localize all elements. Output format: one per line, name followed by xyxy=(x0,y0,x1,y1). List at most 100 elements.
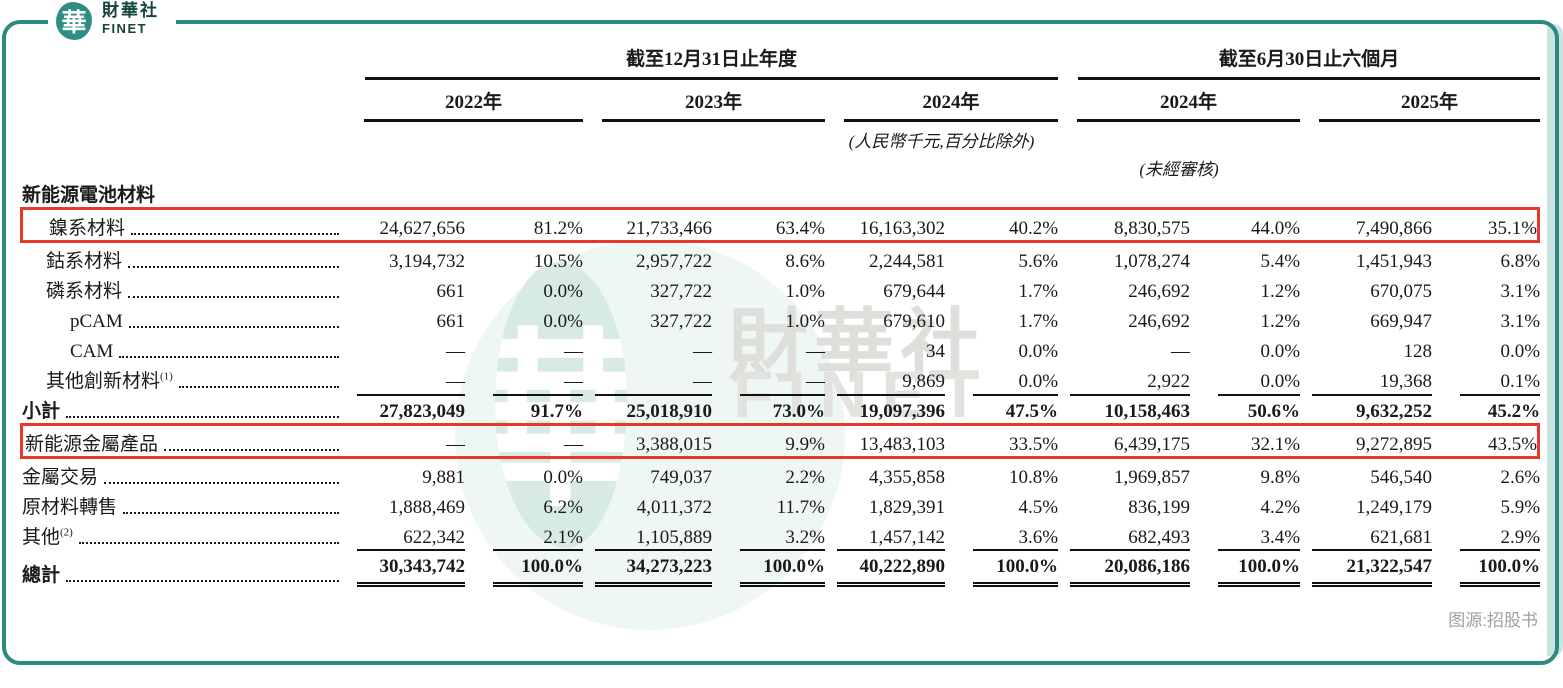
value-cell: 3,194,732 xyxy=(345,243,465,273)
value-cell xyxy=(583,180,712,207)
cell-value: 327,722 xyxy=(650,281,712,302)
value-cell: 34 xyxy=(825,333,945,363)
finet-logo-name-zh: 財華社 xyxy=(102,1,159,20)
row-label-text: 鈷系材料 xyxy=(46,251,123,272)
cell-value: 50.6% xyxy=(1218,394,1301,423)
cell-value: 1.7% xyxy=(1018,281,1059,302)
value-cell: — xyxy=(1058,333,1190,363)
cell-value: 9.9% xyxy=(785,434,825,455)
row-label-cell: 小計 xyxy=(20,393,345,423)
row-label-text: 金屬交易 xyxy=(22,467,99,488)
table-row: 其他創新材料(1) — — — — 9,869 0.0% 2,922 0.0% 19,368 0.1… xyxy=(20,363,1540,393)
cell-value: 9,272,895 xyxy=(1356,434,1433,455)
value-cell: 1,457,142 xyxy=(825,519,945,549)
value-cell: 3,388,015 xyxy=(583,423,712,459)
percent-cell: 100.0% xyxy=(712,549,825,587)
row-label-cell: 其他創新材料(1) xyxy=(20,363,345,393)
table-year-header-row: 2022年 2023年 2024年 2024年 2025年 xyxy=(20,80,1541,122)
percent-cell: 0.0% xyxy=(465,303,583,333)
leader-dots xyxy=(164,449,339,451)
cell-value: — xyxy=(446,371,465,392)
table-row: 總計 30,343,742 100.0% 34,273,223 100.0% 40,222… xyxy=(20,549,1541,587)
year-header-2: 2023年 xyxy=(583,80,825,122)
cell-value: 100.0% xyxy=(1460,549,1541,587)
cell-value: 45.2% xyxy=(1460,394,1541,423)
value-cell: 1,105,889 xyxy=(583,519,712,549)
finet-logo: 華 財華社 FINET xyxy=(56,2,159,40)
cell-value: 1.2% xyxy=(1260,311,1301,332)
table-row: 磷系材料 661 0.0% 327,722 1.0% 679,644 1.7% 246,692… xyxy=(20,273,1540,303)
cell-value: — xyxy=(693,341,712,362)
year-header-label: 2024年 xyxy=(1077,87,1301,122)
right-edge-accent-band xyxy=(1547,24,1563,656)
cell-value: 1,888,469 xyxy=(389,497,465,518)
table-row: 其他(2) 622,342 2.1% 1,105,889 3.2% 1,457,142 3.… xyxy=(20,519,1540,549)
cell-value: 679,610 xyxy=(883,311,945,332)
percent-cell: 4.5% xyxy=(945,489,1058,519)
percent-cell: 0.0% xyxy=(465,459,583,489)
finet-logo-text: 財華社 FINET xyxy=(102,2,159,35)
value-cell: 128 xyxy=(1300,333,1433,363)
percent-cell: 0.1% xyxy=(1432,363,1540,393)
cell-value: 25,018,910 xyxy=(595,394,712,423)
cell-value: 27,823,049 xyxy=(357,394,465,423)
leader-dots xyxy=(123,512,339,514)
percent-cell: 47.5% xyxy=(945,393,1059,423)
value-cell: 670,075 xyxy=(1300,273,1432,303)
unaudited-note: (未經審核) xyxy=(20,152,1540,180)
row-label-cell: pCAM xyxy=(20,303,345,333)
percent-cell: — xyxy=(712,363,825,393)
value-cell: 1,078,274 xyxy=(1058,243,1190,273)
percent-cell: 100.0% xyxy=(465,549,583,587)
cell-value xyxy=(1312,185,1432,207)
row-label-text: 其他(2) xyxy=(22,526,73,548)
value-cell: 16,163,302 xyxy=(825,207,945,243)
percent-cell: 40.2% xyxy=(945,207,1059,243)
percent-cell xyxy=(1190,180,1300,207)
cell-value: 9,881 xyxy=(422,467,465,488)
cell-value: — xyxy=(1171,341,1191,362)
cell-value: 0.1% xyxy=(1500,371,1541,392)
row-label-text: pCAM xyxy=(70,311,123,332)
year-header-spacer xyxy=(20,80,345,122)
cell-value: 2.9% xyxy=(1500,527,1541,548)
cell-value: 0.0% xyxy=(543,311,583,332)
leader-dots xyxy=(131,233,339,235)
percent-cell: 0.0% xyxy=(945,363,1058,393)
leader-dots xyxy=(104,482,339,484)
leader-dots xyxy=(78,542,339,544)
cell-value: 622,342 xyxy=(403,527,465,548)
note-spacer xyxy=(345,122,583,152)
row-label: pCAM xyxy=(22,311,345,333)
cell-value: 669,947 xyxy=(1370,311,1433,332)
row-label-text: 小計 xyxy=(22,401,61,422)
group-header-1: 截至12月31日止年度 xyxy=(345,44,1059,80)
cell-value: 9,632,252 xyxy=(1312,394,1433,423)
cell-value: 5.6% xyxy=(1018,251,1059,272)
row-label-cell: CAM xyxy=(20,333,345,363)
percent-cell: 3.6% xyxy=(945,519,1058,549)
row-label: 小計 xyxy=(22,396,345,423)
row-label-text: 總計 xyxy=(22,565,61,586)
value-cell: 19,097,396 xyxy=(825,393,945,423)
percent-cell: 5.4% xyxy=(1190,243,1300,273)
value-cell: 682,493 xyxy=(1058,519,1190,549)
cell-value: 0.0% xyxy=(1500,341,1541,362)
row-label: 鈷系材料 xyxy=(22,246,345,273)
cell-value: 91.7% xyxy=(493,394,583,423)
cell-value: 33.5% xyxy=(1008,434,1059,455)
cell-value: 19,368 xyxy=(1379,371,1433,392)
value-cell: 679,610 xyxy=(825,303,945,333)
value-cell xyxy=(345,180,465,207)
row-label-cell: 磷系材料 xyxy=(20,273,345,303)
year-header-5: 2025年 xyxy=(1300,80,1541,122)
cell-value: 1.7% xyxy=(1018,311,1059,332)
cell-value: 749,037 xyxy=(650,467,712,488)
footnote-marker: (1) xyxy=(160,370,173,383)
percent-cell: 81.2% xyxy=(465,207,583,243)
percent-cell: 91.7% xyxy=(465,393,583,423)
cell-value: 16,163,302 xyxy=(859,218,946,239)
row-label: 原材料轉售 xyxy=(22,492,345,519)
note-spacer xyxy=(825,152,1058,180)
row-label-cell: 其他(2) xyxy=(20,519,345,549)
